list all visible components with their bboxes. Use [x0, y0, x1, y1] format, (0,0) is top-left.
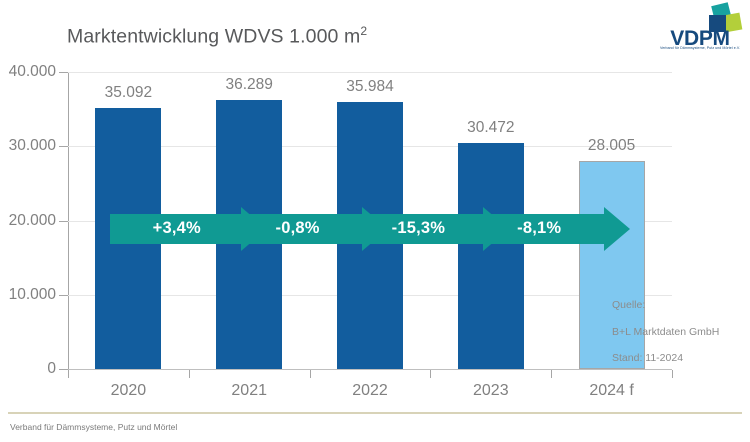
bar-value-label: 35.984: [346, 77, 394, 95]
chart-plot-area: 35.092 36.289 35.984 30.472 28.005 +3,4% -0,8%…: [68, 72, 672, 370]
y-axis-tick: [59, 146, 68, 148]
logo-squares: [696, 2, 743, 33]
source-date: Stand: 11-2024: [612, 352, 684, 364]
vdpm-logo: VDPM Verband für Dämmsysteme, Putz und M…: [656, 2, 744, 54]
y-axis-label: 20.000: [8, 211, 56, 229]
x-axis-tick: [551, 370, 553, 378]
source-provider: B+L Marktdaten GmbH: [612, 325, 720, 338]
y-axis-label: 0: [47, 360, 56, 377]
x-axis-label-2024-f: 2024 f: [589, 382, 634, 399]
y-axis-tick: [59, 369, 68, 370]
page-title: Marktentwicklung WDVS 1.000 m2: [67, 24, 367, 49]
x-axis-tick: [68, 370, 69, 378]
gridline: [68, 72, 672, 73]
y-axis-tick: [59, 220, 68, 222]
arrow-head-icon: [603, 206, 630, 251]
y-axis-tick: [59, 294, 68, 296]
growth-arrow-label: -0,8%: [231, 213, 362, 244]
x-axis-tick: [672, 370, 673, 378]
footer-divider: [8, 412, 742, 414]
bar-2024-f[interactable]: [578, 161, 645, 369]
y-axis-label: 30.000: [8, 137, 56, 155]
bar-2023[interactable]: [457, 142, 524, 369]
logo-wordmark: VDPM: [670, 27, 730, 50]
page-title-superscript: 2: [360, 24, 368, 38]
logo-sublabel: Verband für Dämmsysteme, Putz und Mörtel…: [659, 46, 741, 50]
x-axis-label-2023: 2023: [473, 382, 509, 399]
y-axis-label: 40.000: [8, 63, 56, 80]
bar-value-label: 36.289: [225, 75, 273, 93]
x-axis-label-2022: 2022: [352, 382, 388, 399]
growth-arrow-label: -8,1%: [472, 213, 604, 244]
growth-arrow-label: +3,4%: [110, 213, 242, 244]
x-axis-tick: [309, 370, 311, 378]
bar-value-label: 28.005: [587, 137, 636, 155]
y-axis-label: 10.000: [8, 285, 56, 303]
source-label: Quelle:: [612, 299, 646, 311]
bar-value-label: 30.472: [467, 118, 515, 136]
x-axis-label-2020: 2020: [110, 382, 147, 399]
footer-text: Verband für Dämmsysteme, Putz und Mörtel: [10, 422, 178, 432]
y-axis-labels: 0 10.000 20.000 30.000 40.000: [0, 0, 56, 442]
y-axis-tick: [59, 72, 68, 73]
x-axis-tick: [430, 370, 432, 378]
x-axis-label-2021: 2021: [231, 382, 267, 399]
growth-arrow-label: -15,3%: [352, 213, 483, 244]
bar-value-label: 35.092: [104, 84, 153, 102]
source-note: Quelle: B+L Marktdaten GmbH Stand: 11-20…: [612, 300, 719, 380]
page-title-main: Marktentwicklung WDVS 1.000 m: [67, 25, 361, 48]
x-axis-tick: [188, 370, 190, 378]
growth-arrow-2023-to-2024-f: -8,1%: [472, 206, 630, 251]
logo-square-navy: [709, 15, 726, 32]
gridline: [68, 369, 672, 370]
